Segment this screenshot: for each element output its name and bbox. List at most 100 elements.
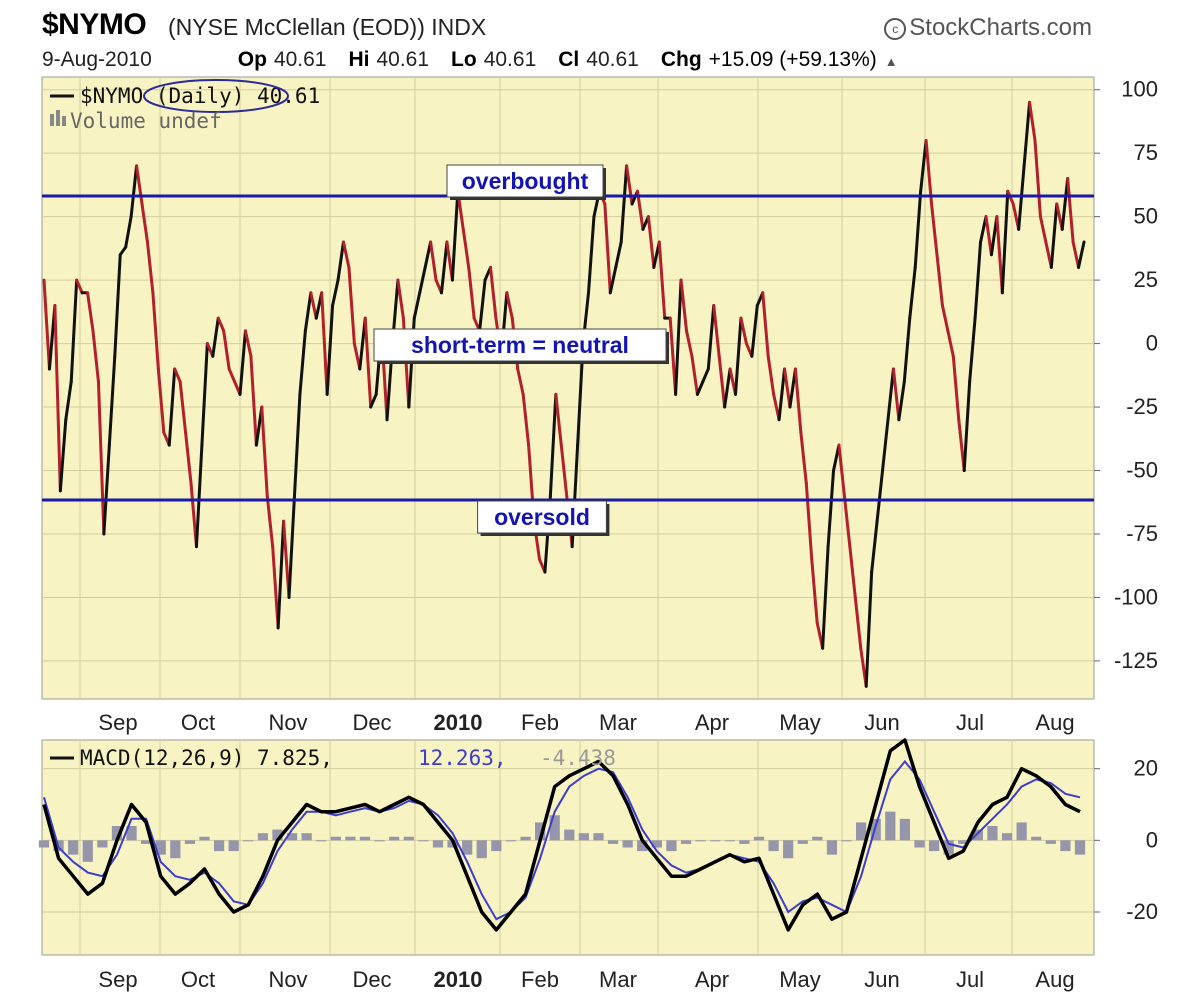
nymo-segment (439, 240, 449, 295)
nymo-segment (995, 215, 1004, 295)
nymo-segment (178, 380, 188, 434)
nymo-segment (1000, 189, 1010, 295)
histogram-bar (972, 829, 983, 841)
nymo-segment (75, 278, 84, 295)
nymo-segment (881, 418, 890, 473)
nymo-segment (962, 380, 972, 473)
up-arrow-icon: ▲ (884, 54, 898, 69)
nymo-segment (690, 354, 699, 396)
histogram-bar (286, 833, 298, 841)
nymo-segment (260, 405, 269, 498)
legend-nymo-text: $NYMO (Daily) 40.61 (80, 84, 320, 108)
nymo-segment (766, 354, 776, 396)
histogram-bar (520, 836, 531, 841)
histogram-bar (316, 840, 327, 842)
nymo-segment (287, 494, 296, 599)
legend-signal-text: 12.263, (418, 746, 507, 770)
quote-row: 9-Aug-2010 Op 40.61 Hi 40.61 Lo 40.61 Cl 40.… (42, 48, 1094, 72)
nymo-segment (1017, 164, 1026, 231)
nymo-segment (750, 303, 759, 358)
histogram-bar (505, 840, 517, 842)
histogram-bar (68, 840, 79, 855)
histogram-bar (783, 840, 794, 859)
nymo-segment (58, 418, 68, 493)
histogram-bar (841, 840, 852, 842)
main-y-label: 0 (1146, 331, 1158, 356)
histogram-bar (243, 840, 254, 842)
histogram-bar (637, 840, 648, 852)
main-y-label: -25 (1126, 394, 1158, 419)
histogram-bar (607, 840, 619, 844)
ref-label-box (477, 500, 607, 534)
volume-icon-bar-2 (56, 110, 60, 126)
main-x-label: Sep (98, 710, 137, 735)
nymo-segment (488, 265, 498, 320)
high-label: Hi (348, 48, 370, 71)
low-value: 40.61 (483, 48, 537, 71)
nymo-segment (1022, 100, 1032, 168)
brand-link[interactable]: c StockCharts.com (884, 14, 1092, 42)
histogram-bar (928, 840, 940, 852)
macd-y-label: 0 (1146, 827, 1158, 852)
nymo-segment (113, 253, 122, 358)
nymo-segment (657, 240, 667, 320)
nymo-segment (216, 316, 226, 333)
nymo-segment (156, 367, 166, 434)
histogram-bar (739, 840, 750, 844)
histogram-bar (418, 840, 429, 842)
histogram-bar (228, 840, 239, 852)
nymo-segment (1060, 177, 1070, 231)
nymo-segment (875, 469, 885, 523)
nymo-segment (793, 367, 803, 434)
histogram-bar (564, 829, 575, 841)
histogram-bar (622, 840, 633, 848)
macd-x-label: Sep (98, 967, 137, 992)
nymo-segment (238, 329, 247, 396)
macd-y-label: -20 (1126, 899, 1158, 924)
main-x-label: Apr (695, 710, 729, 735)
histogram-bar (111, 826, 123, 841)
nymo-segment (151, 291, 160, 371)
ref-label-2: oversold (494, 504, 590, 530)
high-value: 40.61 (376, 48, 430, 71)
histogram-bar (141, 840, 152, 844)
nymo-segment (712, 303, 721, 358)
histogram-bar (695, 840, 706, 842)
nymo-segment (761, 291, 770, 358)
nymo-segment (1028, 100, 1037, 142)
nymo-segment (685, 329, 694, 358)
nymo-segment (211, 316, 220, 358)
low-label: Lo (451, 48, 477, 71)
macd-x-label: Jul (956, 967, 984, 992)
nymo-legend: $NYMO (Daily) 40.61 Volume undef (50, 79, 320, 133)
nymo-segment (674, 278, 683, 396)
nymo-segment (864, 570, 874, 688)
histogram-bar (330, 836, 341, 841)
histogram-bar (651, 840, 662, 848)
nymo-segment (826, 469, 836, 549)
histogram-bar (666, 840, 677, 852)
histogram-bar (768, 840, 779, 852)
histogram-bar (476, 840, 487, 859)
nymo-segment (619, 164, 629, 244)
main-x-label: Jul (956, 710, 984, 735)
histogram-bar (155, 840, 166, 855)
macd-line (42, 738, 1081, 932)
legend-volume-text: Volume undef (70, 109, 222, 133)
macd-x-label: Jun (864, 967, 899, 992)
nymo-segment (276, 519, 286, 630)
histogram-bar (549, 815, 560, 841)
histogram-bar (1045, 840, 1056, 844)
nymo-segment (723, 367, 732, 409)
histogram-bar (272, 829, 283, 841)
nymo-segment (292, 392, 302, 498)
histogram-bar (1074, 840, 1086, 855)
nymo-segment (222, 329, 231, 371)
histogram-bar (432, 840, 444, 848)
histogram-bar (82, 840, 93, 862)
nymo-segment (341, 240, 351, 269)
macd-x-label: Aug (1035, 967, 1074, 992)
nymo-segment (935, 253, 944, 307)
nymo-segment (837, 443, 846, 498)
main-y-label: 75 (1134, 140, 1158, 165)
